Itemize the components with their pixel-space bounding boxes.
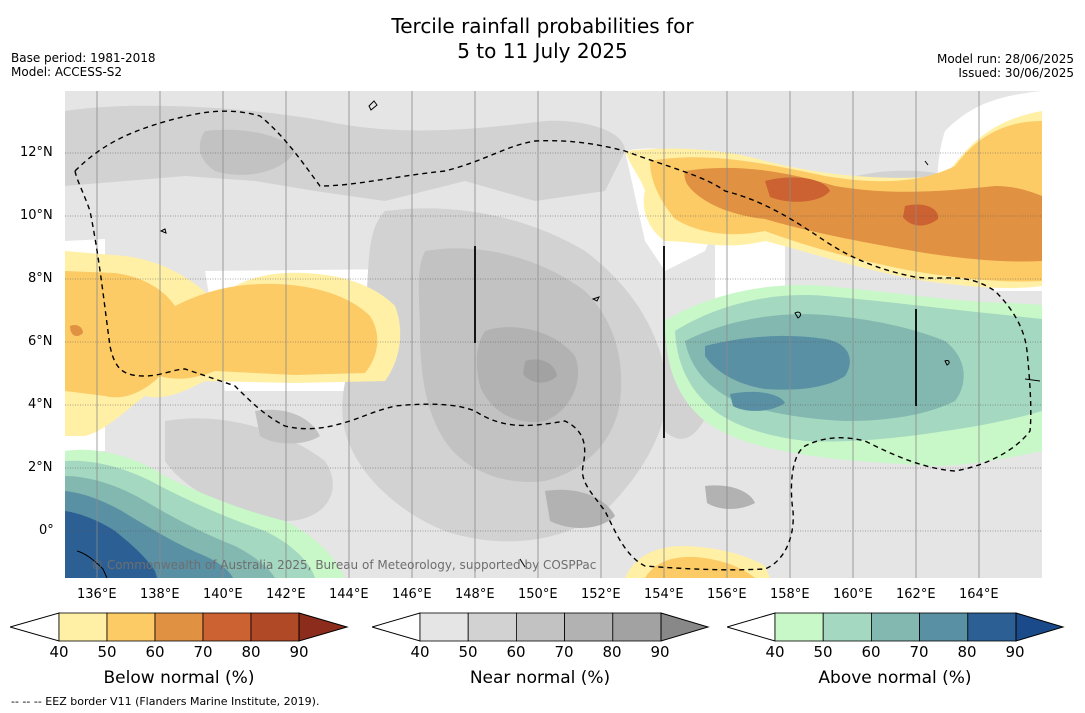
above-tick-50: 50 bbox=[813, 643, 833, 661]
below-tick-50: 50 bbox=[97, 643, 117, 661]
above-tick-70: 70 bbox=[909, 643, 929, 661]
model-run: Model run: 28/06/2025 bbox=[936, 52, 1074, 66]
below-segment-1 bbox=[106, 612, 156, 642]
below-segment-4 bbox=[250, 612, 300, 642]
below-normal-west bbox=[65, 251, 401, 436]
base-period: Base period: 1981-2018 bbox=[11, 51, 156, 65]
near-segment-2 bbox=[515, 612, 565, 642]
title-line-1: Tercile rainfall probabilities for bbox=[391, 14, 694, 38]
boundary-segments bbox=[474, 246, 917, 438]
issued-date: Issued: 30/06/2025 bbox=[958, 66, 1074, 80]
meta-left: Base period: 1981-2018 Model: ACCESS-S2 bbox=[11, 51, 156, 79]
lon-label-150e: 150°E bbox=[518, 587, 558, 602]
below-tick-40: 40 bbox=[49, 643, 69, 661]
lat-label-8n: 8°N bbox=[28, 271, 53, 286]
colorbar-above-normal bbox=[727, 612, 1065, 642]
near-tick-50: 50 bbox=[458, 643, 478, 661]
near-tick-80: 80 bbox=[602, 643, 622, 661]
above-segment-4 bbox=[967, 612, 1017, 642]
lon-label-164e: 164°E bbox=[959, 587, 999, 602]
rainfall-map bbox=[65, 91, 1042, 578]
lon-label-154e: 154°E bbox=[644, 587, 684, 602]
eez-footnote: -- -- -- EEZ border V11 (Flanders Marine… bbox=[11, 695, 320, 708]
above-normal-southwest bbox=[65, 449, 345, 578]
lon-label-144e: 144°E bbox=[329, 587, 369, 602]
near-extend-high bbox=[660, 612, 710, 642]
model-name: Model: ACCESS-S2 bbox=[11, 65, 123, 79]
above-tick-80: 80 bbox=[957, 643, 977, 661]
near-normal-80 bbox=[523, 359, 557, 383]
lon-label-152e: 152°E bbox=[581, 587, 621, 602]
grid-lines bbox=[65, 152, 1042, 532]
near-segment-0 bbox=[419, 612, 469, 642]
near-segment-4 bbox=[612, 612, 662, 642]
above-segment-1 bbox=[822, 612, 872, 642]
lon-label-142e: 142°E bbox=[266, 587, 306, 602]
below-extend-high bbox=[298, 612, 349, 642]
near-extend-low bbox=[372, 612, 421, 642]
title-line-2: 5 to 11 July 2025 bbox=[457, 39, 628, 63]
lon-label-156e: 156°E bbox=[707, 587, 747, 602]
above-extend-high bbox=[1015, 612, 1065, 642]
lon-label-138e: 138°E bbox=[140, 587, 180, 602]
above-segment-3 bbox=[919, 612, 969, 642]
above-normal-title: Above normal (%) bbox=[818, 668, 972, 688]
copyright-notice: © Commonwealth of Australia 2025, Bureau… bbox=[91, 558, 597, 572]
below-normal-title: Below normal (%) bbox=[103, 668, 255, 688]
lon-label-158e: 158°E bbox=[770, 587, 810, 602]
meta-right: Model run: 28/06/2025 Issued: 30/06/2025 bbox=[937, 52, 1074, 80]
near-tick-40: 40 bbox=[410, 643, 430, 661]
above-segment-2 bbox=[870, 612, 920, 642]
below-tick-60: 60 bbox=[145, 643, 165, 661]
lon-label-146e: 146°E bbox=[392, 587, 432, 602]
lat-label-12n: 12°N bbox=[20, 145, 53, 160]
lon-label-160e: 160°E bbox=[833, 587, 873, 602]
below-tick-80: 80 bbox=[241, 643, 261, 661]
lat-label-6n: 6°N bbox=[28, 334, 53, 349]
near-tick-60: 60 bbox=[506, 643, 526, 661]
above-tick-40: 40 bbox=[765, 643, 785, 661]
lon-label-136e: 136°E bbox=[77, 587, 117, 602]
colorbar-below-normal bbox=[10, 612, 349, 642]
above-extend-low bbox=[727, 612, 776, 642]
lat-label-10n: 10°N bbox=[20, 208, 53, 223]
lon-label-148e: 148°E bbox=[455, 587, 495, 602]
below-segment-2 bbox=[154, 612, 204, 642]
below-normal-northeast bbox=[625, 111, 1042, 289]
below-extend-low bbox=[10, 612, 60, 642]
map-title: Tercile rainfall probabilities for 5 to … bbox=[0, 14, 1085, 64]
below-segment-0 bbox=[58, 612, 108, 642]
lon-label-140e: 140°E bbox=[203, 587, 243, 602]
below-tick-90: 90 bbox=[289, 643, 309, 661]
above-normal-east bbox=[665, 285, 1042, 466]
near-normal-title: Near normal (%) bbox=[469, 668, 611, 688]
lon-label-162e: 162°E bbox=[896, 587, 936, 602]
lat-label-4n: 4°N bbox=[28, 397, 53, 412]
above-tick-60: 60 bbox=[861, 643, 881, 661]
below-segment-3 bbox=[202, 612, 252, 642]
near-segment-1 bbox=[467, 612, 517, 642]
lat-label-0: 0° bbox=[39, 523, 54, 538]
near-tick-90: 90 bbox=[650, 643, 670, 661]
above-segment-0 bbox=[774, 612, 824, 642]
islands bbox=[76, 100, 1041, 578]
lat-label-2n: 2°N bbox=[28, 460, 53, 475]
colorbar-near-normal bbox=[372, 612, 710, 642]
below-tick-70: 70 bbox=[193, 643, 213, 661]
near-tick-70: 70 bbox=[554, 643, 574, 661]
near-segment-3 bbox=[564, 612, 614, 642]
above-tick-90: 90 bbox=[1005, 643, 1025, 661]
